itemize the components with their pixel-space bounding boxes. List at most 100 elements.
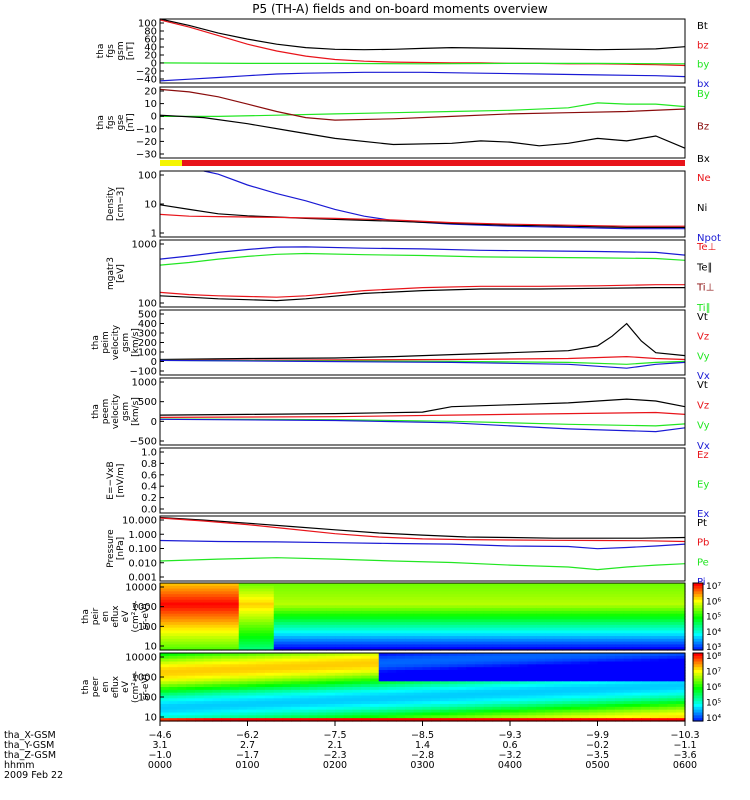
heatmap-cell — [615, 661, 625, 665]
legend-label: bx — [697, 79, 709, 90]
heatmap-cell — [527, 670, 537, 674]
heatmap-cell — [343, 583, 354, 587]
heatmap-cell — [466, 610, 476, 615]
heatmap-cell — [448, 585, 459, 590]
heatmap-cell — [650, 624, 660, 629]
heatmap-cell — [448, 718, 459, 722]
heatmap-cell — [431, 704, 441, 708]
heatmap-cell — [475, 622, 485, 626]
heatmap-cell — [343, 605, 354, 609]
series-line — [159, 71, 686, 82]
heatmap-cell — [422, 588, 432, 592]
heatmap-cell — [405, 633, 415, 637]
heatmap-cell — [378, 712, 389, 716]
heatmap-cell — [588, 678, 599, 682]
heatmap-cell — [317, 588, 327, 592]
heatmap-cell — [641, 610, 651, 615]
heatmap-cell — [588, 644, 599, 648]
heatmap-cell — [650, 712, 660, 716]
heatmap-cell — [676, 695, 686, 699]
heatmap-cell — [606, 633, 616, 637]
heatmap-cell — [676, 675, 686, 680]
x-row-value: −3.6 — [673, 750, 696, 761]
heatmap-cell — [518, 706, 529, 711]
heatmap-cell — [203, 630, 214, 634]
heatmap-cell — [326, 616, 336, 620]
heatmap-cell — [273, 583, 284, 587]
x-row-label: tha_Y-GSM — [4, 740, 54, 751]
heatmap-cell — [378, 692, 389, 697]
heatmap-cell — [317, 630, 327, 634]
heatmap-cell — [352, 599, 362, 604]
x-row-value: 1.4 — [415, 740, 430, 751]
heatmap-cell — [413, 715, 424, 719]
heatmap-cell — [291, 692, 301, 697]
heatmap-cell — [431, 613, 441, 618]
heatmap-cell — [247, 678, 257, 682]
heatmap-cell — [448, 672, 459, 677]
heatmap-cell — [370, 684, 380, 688]
heatmap-cell — [606, 658, 616, 663]
heatmap-cell — [501, 678, 511, 682]
heatmap-cell — [168, 594, 179, 598]
heatmap-cell — [641, 641, 651, 646]
heatmap-cell — [658, 627, 669, 632]
heatmap-cell — [623, 678, 634, 682]
heatmap-cell — [160, 636, 170, 640]
heatmap-cell — [291, 715, 301, 719]
heatmap-cell — [378, 619, 389, 623]
heatmap-cell — [553, 588, 564, 592]
y-axis-label: mgatr3[eV] — [106, 257, 126, 290]
heatmap-cell — [606, 647, 616, 651]
heatmap-cell — [545, 613, 555, 618]
heatmap-cell — [282, 630, 292, 634]
heatmap-cell — [448, 698, 459, 702]
heatmap-cell — [545, 653, 555, 657]
heatmap-cell — [650, 585, 660, 590]
heatmap-cell — [527, 627, 537, 632]
heatmap-cell — [343, 602, 354, 606]
heatmap-cell — [343, 670, 354, 674]
heatmap-cell — [457, 588, 467, 592]
heatmap-cell — [483, 627, 494, 632]
heatmap-cell — [160, 684, 170, 688]
heatmap-cell — [186, 698, 196, 702]
heatmap-cell — [230, 689, 240, 694]
heatmap-cell — [212, 613, 222, 618]
heatmap-cell — [230, 585, 240, 590]
heatmap-cell — [518, 704, 529, 708]
heatmap-cell — [326, 588, 336, 592]
heatmap-cell — [658, 689, 669, 694]
heatmap-cell — [457, 664, 467, 668]
heatmap-cell — [186, 624, 196, 629]
heatmap-cell — [326, 624, 336, 629]
heatmap-cell — [396, 712, 406, 716]
heatmap-cell — [553, 627, 564, 632]
heatmap-cell — [658, 613, 669, 618]
heatmap-cell — [466, 715, 476, 719]
heatmap-cell — [545, 655, 555, 660]
heatmap-cell — [475, 698, 485, 702]
colorbar-frame — [692, 652, 704, 722]
heatmap-cell — [545, 692, 555, 697]
heatmap-cell — [483, 670, 494, 674]
heatmap-cell — [658, 658, 669, 663]
heatmap-cell — [518, 661, 529, 665]
heatmap-cell — [308, 695, 319, 699]
heatmap-cell — [440, 596, 450, 601]
heatmap-cell — [571, 613, 581, 618]
heatmap-cell — [212, 692, 222, 697]
heatmap-cell — [440, 712, 450, 716]
heatmap-cell — [658, 655, 669, 660]
heatmap-cell — [492, 624, 502, 629]
heatmap-cell — [370, 613, 380, 618]
series-line — [159, 204, 685, 228]
heatmap-cell — [597, 583, 607, 587]
heatmap-cell — [221, 641, 231, 646]
y-tick-label: 100 — [138, 693, 157, 704]
panel-frame — [159, 377, 686, 446]
heatmap-cell — [466, 653, 476, 657]
heatmap-cell — [352, 698, 362, 702]
heatmap-cell — [440, 689, 450, 694]
heatmap-cell — [492, 622, 502, 626]
